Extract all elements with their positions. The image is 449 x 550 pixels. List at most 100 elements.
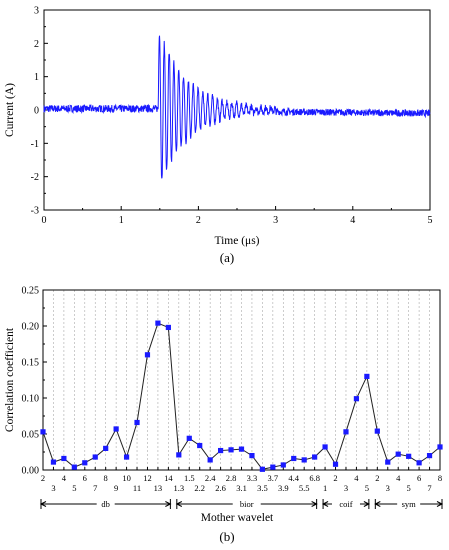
chart-b-xtick-label: 5.5 [299,483,310,493]
chart-b-point [395,451,401,457]
chart-b-point [322,444,328,450]
chart-b-point [249,453,255,459]
chart-a-xtick-label: 3 [273,215,278,226]
chart-a-panel-label: (a) [220,250,234,265]
chart-b-group-label: db [101,499,110,509]
chart-b-point [385,459,391,465]
chart-b-point [103,445,109,451]
chart-b-point [312,454,318,460]
chart-b-xtick-label: 3.7 [268,473,279,483]
chart-b-ytick-label: 0.25 [22,286,40,297]
chart-b-group-label: coif [339,499,352,509]
chart-b-xtick-label: 2 [41,473,45,483]
chart-b-group-label: sym [402,499,417,509]
chart-b-group-label: bior [240,499,254,509]
chart-b-xtick-label: 4.4 [288,473,299,483]
chart-b-xtick-label: 5 [72,483,76,493]
chart-b-xtick-label: 1.5 [184,473,195,483]
chart-a-ytick-label: -2 [31,172,39,183]
chart-b-panel-label: (b) [219,529,234,544]
chart-b-point [437,444,443,450]
chart-b-xtick-label: 1 [323,483,327,493]
chart-b-point [374,428,380,434]
chart-b-point [71,464,77,470]
chart-b-group-arrow [175,501,183,507]
chart-b-xtick-label: 3.3 [247,473,258,483]
chart-b-point [197,442,203,449]
chart-b-point [259,466,265,472]
chart-a-ytick-label: -1 [31,139,39,150]
chart-b-xtick-label: 14 [164,473,173,483]
chart-b-point [238,446,245,452]
chart-b-point [332,461,339,467]
chart-b-ytick-label: 0.20 [22,322,40,333]
chart-b-xtick-label: 2 [333,473,337,483]
chart-b-xtick-label: 7 [427,483,431,493]
chart-b-ytick-label: 0.10 [22,394,40,405]
chart-b-ytick-label: 0.00 [22,466,40,477]
chart-b-xtick-label: 2 [375,473,379,483]
chart-b-xtick-label: 1.3 [174,483,185,493]
chart-b-xtick-label: 2.4 [205,473,216,483]
chart-b-group-arrow [436,501,444,507]
chart-b-point [353,396,360,402]
chart-b-point [155,320,161,326]
chart-b-xtick-label: 3 [51,483,55,493]
chart-a-ytick-label: -3 [31,206,39,217]
chart-a-ylabel: Current (A) [4,83,16,137]
chart-b-point [186,435,192,441]
chart-b-group-arrow [165,501,172,507]
chart-b-point [165,324,171,331]
chart-b-xtick-label: 3 [344,483,348,493]
chart-b-point [228,447,234,453]
chart-b-point [176,452,182,458]
chart-b-point [406,453,412,459]
chart-b-xtick-label: 6 [83,473,87,483]
chart-b-xtick-label: 2.8 [226,473,237,483]
chart-b-xtick-label: 2.6 [215,483,226,493]
chart-b-xtick-label: 3.5 [257,483,268,493]
chart-b-xtick-label: 6 [417,473,421,483]
chart-a: 0 1 2 3 4 5 -3 -2 -1 0 1 2 3 Time (μs) Current (A) (… [4,6,433,266]
chart-b-xtick-label: 9 [114,483,118,493]
chart-b-point [134,419,140,426]
chart-b-xtick-label: 7 [93,483,97,493]
chart-b-ytick-label: 0.05 [22,430,40,441]
chart-a-series-line [43,35,431,179]
chart-b-point [50,459,57,465]
chart-b-ylabel: Correlation coefficient [4,327,16,432]
chart-b-xtick-label: 5 [365,483,369,493]
chart-b-group-arrow [311,501,318,507]
chart-b-xtick-label: 4 [396,473,401,483]
chart-b-point [343,429,349,435]
chart-b-point [92,454,98,460]
chart-b-xtick-label: 10 [122,473,131,483]
chart-b-ytick-label: 0.15 [22,358,40,369]
chart-b-xtick-label: 13 [154,483,163,493]
chart-b-point [113,426,119,432]
chart-b-group-arrow [321,501,329,507]
chart-a-xtick-label: 4 [350,215,355,226]
chart-b-group-arrow [39,501,47,507]
chart-b-group-arrow [363,501,370,507]
chart-b-xlabel: Mother wavelet [201,512,274,524]
chart-b-point [270,464,276,470]
chart-b-point [291,455,297,462]
chart-b-point [40,429,46,435]
chart-b-point [123,454,130,460]
chart-a-ytick-label: 3 [34,6,39,17]
chart-a-ytick-label: 2 [34,39,39,50]
chart-b-xtick-label: 8 [438,473,442,483]
chart-b-point [301,457,307,463]
chart-b-point [364,373,370,379]
chart-b-xtick-label: 6.8 [309,473,320,483]
chart-a-xlabel: Time (μs) [214,235,259,247]
chart-b-xtick-label: 3.9 [278,483,289,493]
chart-b: 2345678910111213141.31.52.22.42.62.83.13… [4,286,444,544]
chart-b-xtick-label: 3.1 [236,483,247,493]
chart-a-ytick-label: 1 [34,72,39,83]
chart-b-point [144,352,151,358]
chart-b-xtick-label: 2.2 [194,483,205,493]
chart-a-xtick-label: 0 [42,215,47,226]
chart-b-xtick-label: 3 [386,483,390,493]
